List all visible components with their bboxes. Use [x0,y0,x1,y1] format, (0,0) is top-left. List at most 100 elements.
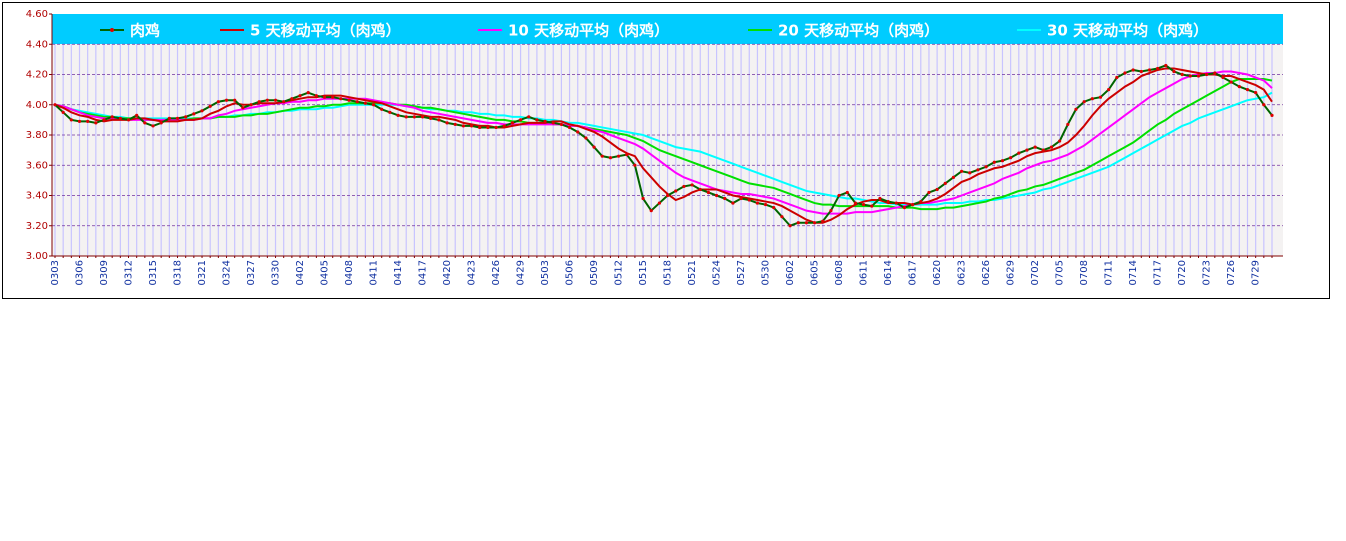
legend-band [52,14,1283,44]
data-point [731,201,735,205]
data-point [469,124,474,128]
data-point [527,115,531,119]
legend-label: 5 天移动平均（肉鸡） [250,22,401,40]
data-point [902,206,907,210]
x-tick-label: 0623 [957,260,968,285]
data-point [1115,75,1119,80]
data-point [314,94,318,98]
data-point [445,121,449,125]
legend-label: 10 天移动平均（肉鸡） [508,22,669,40]
data-point [69,118,73,122]
data-point [1237,85,1241,89]
data-point [821,219,825,223]
data-point [192,112,196,116]
data-point [200,109,204,113]
data-point [282,100,286,104]
data-point [1107,88,1111,92]
data-point [625,153,629,157]
x-tick-label: 0512 [614,260,625,285]
data-point [494,125,498,130]
legend-label: 肉鸡 [130,22,160,40]
data-point [175,116,180,120]
data-point [502,124,506,128]
data-point [927,190,931,195]
x-tick-label: 0620 [932,260,943,285]
data-point [118,116,122,120]
data-point [919,199,923,204]
data-point [576,130,580,134]
data-point [224,98,229,102]
data-point [249,103,253,107]
x-tick-label: 0408 [344,260,355,285]
data-point [886,199,890,204]
data-point [551,121,555,125]
x-tick-label: 0411 [369,260,380,285]
data-point [478,125,482,130]
data-point [1082,100,1086,104]
data-point [290,97,294,101]
data-point [1090,97,1094,101]
data-point [102,118,106,122]
x-tick-label: 0717 [1153,260,1164,285]
x-tick-label: 0506 [565,260,576,285]
data-point [862,202,866,207]
data-point [1205,72,1209,77]
data-point [151,124,155,128]
data-point [837,193,841,198]
data-point [1229,80,1233,84]
y-tick-label: 4.00 [26,100,48,111]
x-tick-label: 0405 [320,260,331,285]
data-point [1098,95,1103,99]
x-tick-label: 0321 [197,260,208,285]
data-point [747,198,751,202]
legend-marker [110,28,114,32]
data-point [1131,68,1135,72]
data-point [804,221,809,225]
x-tick-label: 0426 [491,260,502,285]
data-point [86,119,90,123]
data-point [763,202,768,207]
data-point [894,201,898,205]
data-point [1049,145,1054,149]
y-tick-label: 4.60 [26,9,48,20]
data-point [1262,103,1266,107]
x-tick-label: 0723 [1202,260,1213,285]
series-line [54,70,1273,215]
data-point [363,101,367,105]
x-tick-label: 0708 [1079,260,1090,285]
x-tick-label: 0330 [271,260,282,285]
x-tick-label: 0608 [834,260,845,285]
y-tick-label: 3.60 [26,160,48,171]
x-tick-label: 0429 [516,260,527,285]
x-tick-label: 0303 [50,260,61,285]
x-tick-label: 0530 [761,260,772,285]
data-point [657,201,662,205]
data-point [429,116,433,120]
data-point [167,116,171,120]
data-point [265,98,269,102]
data-point [935,187,939,192]
data-point [1009,156,1013,160]
data-point [845,190,849,195]
data-point [1213,71,1217,75]
data-point [641,196,645,201]
x-tick-label: 0315 [148,260,159,285]
x-tick-label: 0420 [442,260,453,285]
data-point [649,209,653,213]
data-point [755,201,760,205]
data-point [420,115,425,119]
data-point [714,193,719,198]
x-tick-label: 0611 [859,260,870,285]
data-point [404,115,408,119]
data-point [951,175,956,179]
data-point [665,193,670,198]
data-point [1196,74,1201,78]
legend-label: 30 天移动平均（肉鸡） [1047,22,1208,40]
data-point [216,100,220,104]
data-point [878,196,882,201]
data-point [135,113,139,117]
y-tick-label: 3.20 [26,221,48,232]
data-point [412,115,416,119]
x-tick-label: 0503 [540,260,551,285]
